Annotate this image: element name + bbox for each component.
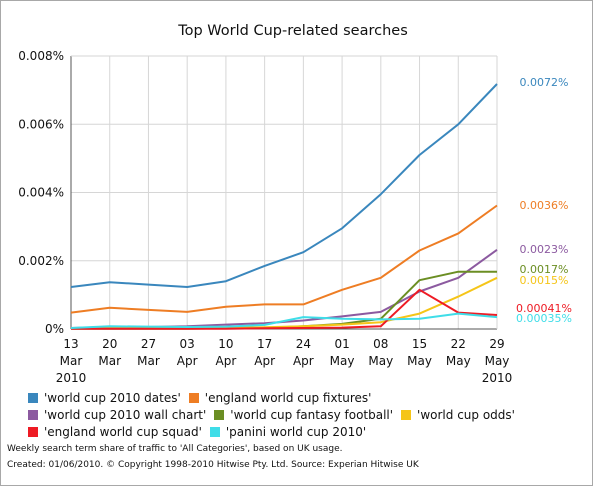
- legend-swatch: [28, 426, 38, 437]
- series-end-label: 0.0036%: [520, 199, 569, 212]
- legend-item: 'world cup 2010 wall chart': [28, 408, 206, 422]
- legend-item: 'england world cup squad': [28, 425, 202, 439]
- legend-swatch: [209, 426, 220, 437]
- footnote-usage: Weekly search term share of traffic to '…: [7, 444, 343, 454]
- series-end-label: 0.0017%: [520, 263, 569, 276]
- legend-swatch: [214, 409, 225, 420]
- x-tick-label: May: [368, 354, 393, 368]
- x-tick-label: Mar: [98, 354, 121, 368]
- x-tick-label: 08: [373, 337, 388, 351]
- line-chart: Top World Cup-related searches 0%0.002%0…: [18, 23, 572, 385]
- x-tick-label: Apr: [177, 354, 198, 368]
- x-tick-label: 13: [63, 337, 78, 351]
- x-tick-label: Apr: [254, 354, 275, 368]
- x-tick-label: 03: [180, 337, 195, 351]
- legend-swatch: [28, 392, 38, 403]
- legend-label: 'world cup 2010 wall chart': [44, 407, 207, 422]
- x-tick-label: 2010: [56, 371, 87, 385]
- axis-labels: 0% 0.002% 0.004% 0.006% 0.008% 13 Mar 2010 20 Mar…: [18, 49, 572, 385]
- x-tick-label: May: [446, 354, 471, 368]
- legend-label: 'world cup odds': [417, 407, 515, 422]
- x-tick-label: 15: [412, 337, 427, 351]
- y-tick-label: 0.002%: [18, 254, 64, 268]
- x-tick-label: 27: [141, 337, 156, 351]
- x-tick-label: May: [407, 354, 432, 368]
- x-tick-label: Apr: [216, 354, 237, 368]
- legend-label: 'england world cup squad': [44, 424, 202, 439]
- legend-row: 'world cup 2010 dates' 'england world cup…: [28, 389, 588, 406]
- legend-swatch: [401, 409, 412, 420]
- x-tick-label: 17: [257, 337, 272, 351]
- legend-label: 'world cup fantasy football': [230, 407, 394, 422]
- x-tick-label: 24: [296, 337, 311, 351]
- x-tick-label: Mar: [60, 354, 83, 368]
- x-tick-label: 2010: [482, 371, 513, 385]
- y-tick-label: 0%: [45, 322, 64, 336]
- legend-item: 'panini world cup 2010': [209, 424, 367, 439]
- legend-label: 'england world cup fixtures': [204, 390, 372, 405]
- series-end-label: 0.00041%: [516, 302, 572, 315]
- legend-row: 'world cup 2010 wall chart' 'world cup fa…: [28, 406, 588, 423]
- x-tick-label: 29: [489, 337, 504, 351]
- legend-item: 'england world cup fixtures': [188, 390, 372, 405]
- x-tick-label: 22: [451, 337, 466, 351]
- legend-row: 'england world cup squad' 'panini world c…: [28, 423, 588, 440]
- y-tick-label: 0.004%: [18, 186, 64, 200]
- series-lines: [70, 83, 498, 330]
- series-line: [70, 312, 498, 329]
- x-tick-label: May: [330, 354, 355, 368]
- x-tick-label: Mar: [137, 354, 160, 368]
- legend-item: 'world cup 2010 dates': [28, 391, 181, 405]
- footnote-copyright: Created: 01/06/2010. © Copyright 1998-20…: [7, 460, 419, 470]
- y-tick-label: 0.006%: [18, 117, 64, 131]
- legend-label: 'panini world cup 2010': [225, 424, 367, 439]
- gridlines: [71, 55, 497, 329]
- series-end-label: 0.0015%: [520, 274, 569, 287]
- x-tick-label: 10: [218, 337, 233, 351]
- legend-item: 'world cup fantasy football': [214, 408, 393, 422]
- series-line: [70, 83, 498, 288]
- series-line: [70, 204, 498, 314]
- x-tick-label: Apr: [293, 354, 314, 368]
- legend-swatch: [188, 392, 199, 403]
- series-end-label: 0.00035%: [516, 312, 572, 325]
- legend-item: 'world cup odds': [401, 408, 515, 422]
- series-end-label: 0.0072%: [520, 76, 569, 89]
- x-tick-label: 01: [334, 337, 349, 351]
- series-line: [71, 288, 498, 330]
- chart-title: Top World Cup-related searches: [177, 23, 408, 39]
- chart-legend: 'world cup 2010 dates' 'england world cup…: [28, 389, 588, 440]
- legend-label: 'world cup 2010 dates': [44, 390, 181, 405]
- y-tick-label: 0.008%: [18, 49, 64, 63]
- x-tick-label: 20: [102, 337, 117, 351]
- series-end-label: 0.0023%: [520, 243, 569, 256]
- legend-swatch: [28, 409, 38, 420]
- x-tick-label: May: [485, 354, 510, 368]
